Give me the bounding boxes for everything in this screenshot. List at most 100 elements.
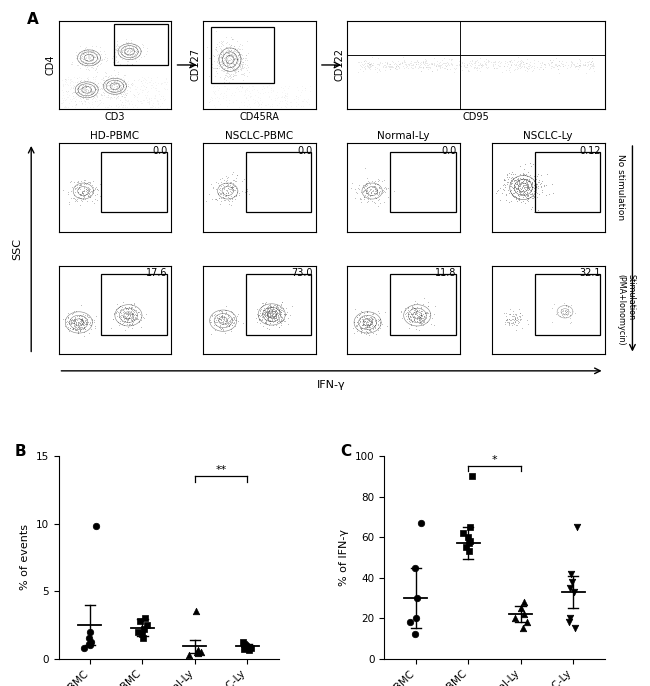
Point	[257, 309, 268, 320]
Point	[414, 314, 424, 324]
Point	[113, 78, 124, 89]
Point	[513, 183, 523, 194]
Point	[95, 178, 105, 189]
Point	[231, 64, 242, 75]
Point	[81, 184, 91, 195]
Point	[127, 51, 138, 62]
Point	[75, 318, 85, 329]
Point	[138, 84, 149, 95]
Point	[362, 178, 372, 189]
Point	[226, 181, 236, 192]
Point	[72, 86, 82, 97]
Point	[138, 633, 148, 644]
Point	[580, 67, 591, 78]
Point	[510, 177, 521, 188]
Point	[417, 305, 427, 316]
Point	[66, 317, 76, 328]
Point	[137, 85, 148, 96]
Point	[219, 177, 229, 188]
Point	[216, 193, 226, 204]
Point	[272, 316, 282, 327]
Point	[422, 300, 433, 311]
Point	[224, 61, 234, 72]
X-axis label: CD3: CD3	[105, 112, 125, 122]
Point	[418, 56, 428, 67]
Point	[86, 56, 97, 67]
Point	[406, 61, 417, 72]
Point	[427, 66, 437, 77]
Point	[80, 99, 90, 110]
Point	[209, 55, 219, 66]
Point	[270, 303, 281, 314]
Point	[275, 309, 285, 320]
Point	[301, 95, 311, 106]
Point	[415, 312, 425, 323]
Point	[411, 309, 422, 320]
Y-axis label: CD4: CD4	[46, 55, 56, 75]
Point	[229, 64, 239, 75]
Point	[521, 180, 532, 191]
Bar	[101, 274, 167, 335]
Point	[70, 312, 80, 323]
Point	[420, 54, 430, 64]
Point	[444, 54, 454, 64]
Point	[115, 80, 125, 91]
Point	[300, 84, 310, 95]
Point	[142, 86, 153, 97]
Point	[75, 189, 85, 200]
Point	[252, 310, 263, 321]
Point	[220, 47, 231, 58]
Point	[111, 72, 122, 83]
Point	[351, 187, 361, 198]
Point	[359, 182, 369, 193]
Point	[101, 75, 112, 86]
Point	[128, 88, 138, 99]
Point	[148, 78, 158, 88]
Point	[411, 316, 422, 327]
Point	[88, 72, 99, 83]
Point	[252, 304, 263, 315]
Point	[107, 314, 118, 324]
Point	[122, 318, 132, 329]
Point	[454, 56, 464, 67]
Point	[84, 318, 95, 329]
Point	[216, 51, 226, 62]
Point	[353, 57, 363, 68]
Point	[86, 54, 97, 64]
Point	[75, 318, 85, 329]
Point	[84, 88, 94, 99]
Point	[240, 55, 250, 66]
Point	[528, 58, 539, 69]
Point	[88, 185, 98, 196]
Point	[478, 59, 489, 70]
Point	[416, 318, 426, 329]
Point	[209, 309, 220, 320]
Point	[259, 309, 270, 320]
Point	[79, 318, 90, 329]
Point	[112, 44, 122, 55]
Point	[412, 307, 423, 318]
Point	[58, 89, 69, 100]
Point	[563, 304, 573, 315]
Point	[119, 50, 129, 61]
Point	[68, 318, 78, 329]
Point	[445, 55, 456, 66]
Point	[265, 307, 276, 318]
Point	[382, 320, 393, 331]
Y-axis label: % of IFN-γ: % of IFN-γ	[339, 529, 350, 586]
Point	[521, 176, 531, 187]
Point	[83, 92, 94, 103]
Point	[229, 49, 240, 60]
Point	[436, 59, 446, 70]
Point	[510, 314, 520, 324]
Point	[124, 319, 135, 330]
Point	[84, 177, 95, 188]
Point	[120, 77, 130, 88]
Point	[264, 307, 274, 318]
Point	[231, 51, 242, 62]
Point	[266, 101, 277, 112]
Point	[237, 185, 248, 196]
Point	[411, 298, 422, 309]
Point	[512, 193, 523, 204]
Point	[372, 189, 383, 200]
